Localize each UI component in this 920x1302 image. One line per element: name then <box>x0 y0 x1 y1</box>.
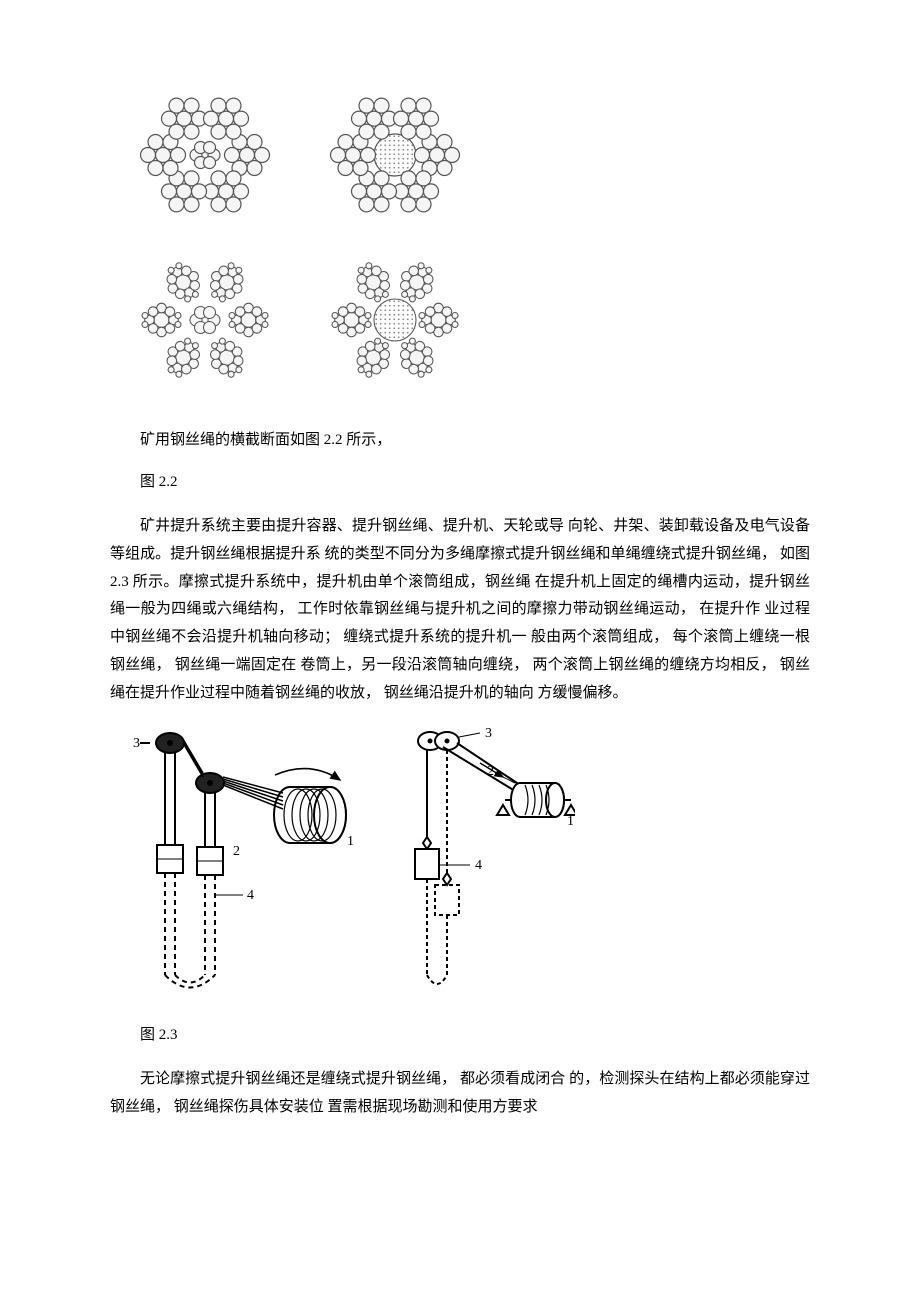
figure-2-2-caption: 矿用钢丝绳的横截断面如图 2.2 所示， <box>110 425 810 455</box>
fig23-label-1a: 1 <box>347 834 354 849</box>
fig23-label-2a: 2 <box>233 844 240 859</box>
figure-2-3-label: 图 2.3 <box>110 1020 810 1050</box>
paragraph-2: 无论摩擦式提升钢丝绳还是缠绕式提升钢丝绳， 都必须看成闭合 的，检测探头在结构上… <box>110 1066 810 1122</box>
cross-section-top-left <box>130 80 280 230</box>
fig23-label-3b: 3 <box>485 726 492 741</box>
cross-section-bottom-left <box>130 245 280 395</box>
cross-section-grid <box>130 80 810 395</box>
figure-2-3: 3 2 1 4 <box>115 725 810 1010</box>
cross-section-top-right <box>320 80 470 230</box>
figure-2-2 <box>110 80 810 395</box>
fig23-label-3a: 3 <box>133 736 140 751</box>
paragraph-1: 矿井提升系统主要由提升容器、提升钢丝绳、提升机、天轮或导 向轮、井架、装卸载设备… <box>110 513 810 707</box>
fig23-label-2b: 2 <box>487 764 494 779</box>
fig23-label-1b: 1 <box>567 814 574 829</box>
fig23-label-4a: 4 <box>247 888 254 903</box>
fig23-label-4b: 4 <box>475 858 482 873</box>
figure-2-2-label: 图 2.2 <box>110 467 810 497</box>
cross-section-bottom-right <box>320 245 470 395</box>
